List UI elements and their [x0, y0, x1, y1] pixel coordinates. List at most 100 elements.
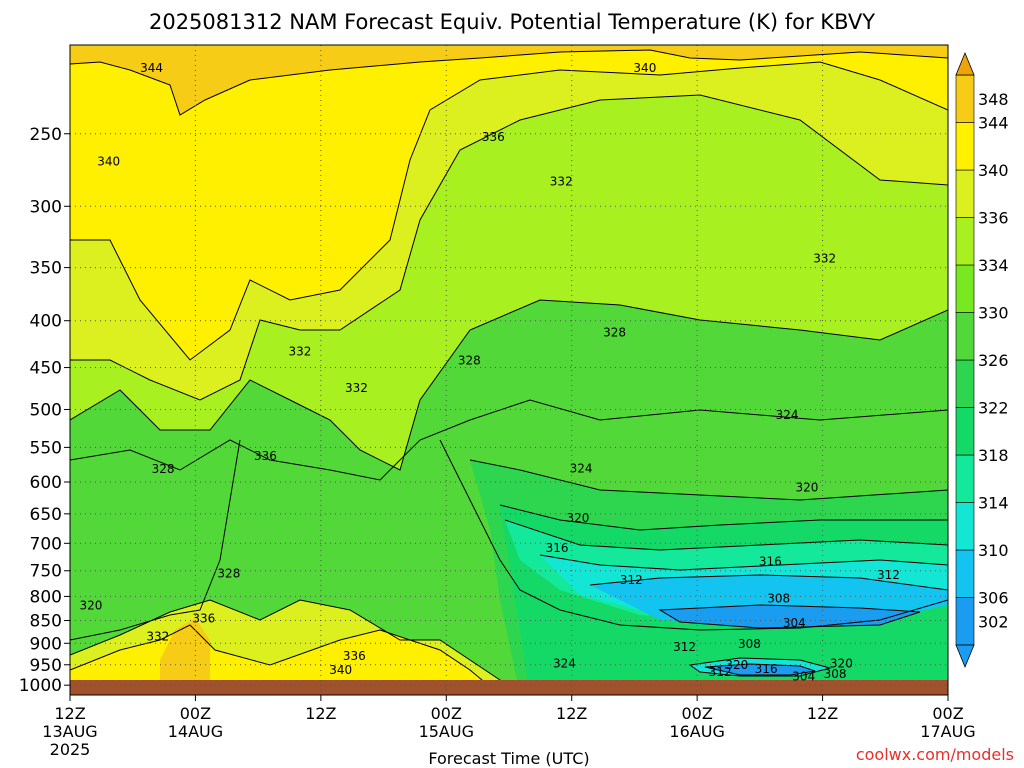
x-tick-label: 12Z [305, 704, 336, 723]
colorbar-segment [955, 264, 975, 313]
y-tick-label: 350 [30, 259, 62, 279]
x-tick-label: 12Z [54, 704, 85, 723]
colorbar-segment [955, 454, 975, 503]
y-tick-label: 400 [30, 312, 62, 332]
field-layers [70, 45, 948, 695]
contour-label-text: 308 [767, 591, 790, 605]
field-lower-peak [160, 618, 210, 695]
contour-label-text: 312 [673, 640, 696, 654]
field-surface-cold [705, 664, 815, 675]
y-tick-label: 650 [30, 505, 62, 525]
colorbar-label: 302 [978, 612, 1009, 631]
colorbar: 302 306 310 314 318 322 326 330 334 336 340 344 348 [955, 51, 1009, 669]
contour-label-text: 312 [620, 573, 643, 587]
x-tick-label: 00Z [180, 704, 211, 723]
y-tick-label: 450 [30, 359, 62, 379]
contour-308 [589, 574, 948, 591]
contour-label: 328 [458, 353, 481, 367]
contour-label: 320 [795, 480, 818, 494]
contour-label: 332 [288, 344, 311, 358]
contour-label: 324 [776, 408, 799, 422]
colorbar-label: 344 [978, 114, 1009, 133]
colorbar-label: 336 [978, 209, 1009, 228]
grid [70, 45, 948, 695]
contour-label: 344 [140, 61, 163, 75]
contour-label: 320 [830, 657, 853, 671]
colorbar-segment [955, 217, 975, 266]
colorbar-min-arrow [955, 644, 975, 669]
contour-label-text: 328 [603, 325, 626, 339]
y-tick-label: 250 [30, 125, 62, 145]
plot-area: 3443403403363323323323323283283283363243… [69, 44, 949, 696]
contour-label-text: 332 [288, 344, 311, 358]
colorbar-segment [955, 359, 975, 408]
colorbar-label: 322 [978, 399, 1009, 418]
chart-title: 2025081312 NAM Forecast Equiv. Potential… [149, 10, 875, 34]
y-tick-label: 1000 [19, 676, 62, 696]
contour-label: 336 [192, 612, 215, 626]
contour-label: 324 [553, 657, 576, 671]
contour-label-text: 332 [146, 630, 169, 644]
x-tick-label: 00Z [932, 704, 963, 723]
contour-label: 320 [567, 511, 590, 525]
colorbar-segment [955, 549, 975, 598]
contour-320 [499, 504, 948, 531]
contour-label: 304 [792, 669, 815, 683]
contour-label: 316 [546, 541, 569, 555]
contour-lower-336 [70, 599, 521, 695]
colorbar-segment [955, 597, 975, 646]
contour-label: 336 [343, 649, 366, 663]
colorbar-label: 330 [978, 304, 1009, 323]
contour-label-text: 324 [776, 408, 799, 422]
contour-label-text: 336 [192, 612, 215, 626]
contour-label: 328 [217, 566, 240, 580]
contour-surface [688, 657, 832, 677]
field-band-344 [70, 45, 948, 115]
x-tick-label: 13AUG [42, 722, 97, 741]
contour-label: 328 [603, 325, 626, 339]
contour-label-text: 328 [458, 353, 481, 367]
x-tick-label: 2025 [50, 740, 91, 759]
contour-label-text: 340 [97, 154, 120, 168]
contour-332 [70, 299, 948, 471]
y-axis: 2503003504004505005506006507007508008509… [19, 125, 70, 696]
colorbar-segment [955, 312, 975, 361]
colorbar-max-arrow [955, 51, 975, 76]
x-tick-label: 00Z [431, 704, 462, 723]
contour-label: 336 [254, 449, 277, 463]
contour-label-text: 304 [783, 616, 806, 630]
contour-label-text: 336 [343, 649, 366, 663]
contour-label-text: 320 [79, 598, 102, 612]
contour-lines [70, 49, 948, 695]
y-tick-label: 600 [30, 473, 62, 493]
credit-text: coolwx.com/models [856, 745, 1014, 764]
plot-frame [69, 44, 949, 696]
colorbar-label: 348 [978, 90, 1009, 109]
contour-label-text: 320 [567, 511, 590, 525]
contour-label: 312 [877, 568, 900, 582]
contour-label-text: 324 [570, 462, 593, 476]
contour-label-text: 312 [877, 568, 900, 582]
contour-label-text: 316 [759, 555, 782, 569]
ground-strip [70, 680, 948, 695]
contour-label: 308 [738, 637, 761, 651]
contour-label-text: 340 [633, 61, 656, 75]
colorbar-segment [955, 74, 975, 123]
contour-label: 320 [79, 598, 102, 612]
contour-surface-inner [704, 663, 816, 676]
colorbar-label: 306 [978, 589, 1009, 608]
contour-frontal-zone [70, 439, 241, 641]
contour-label-text: 316 [755, 662, 778, 676]
colorbar-label: 318 [978, 446, 1009, 465]
colorbar-segment [955, 502, 975, 551]
contour-label-text: 320 [725, 658, 748, 672]
x-tick-label: 00Z [681, 704, 712, 723]
contour-label: 312 [673, 640, 696, 654]
contour-label: 316 [755, 662, 778, 676]
x-axis-label: Forecast Time (UTC) [428, 749, 589, 768]
x-tick-label: 17AUG [920, 722, 975, 741]
contour-316 [504, 519, 948, 551]
contour-label-text: 332 [345, 381, 368, 395]
x-tick-label: 15AUG [419, 722, 474, 741]
contour-324 [469, 459, 948, 501]
